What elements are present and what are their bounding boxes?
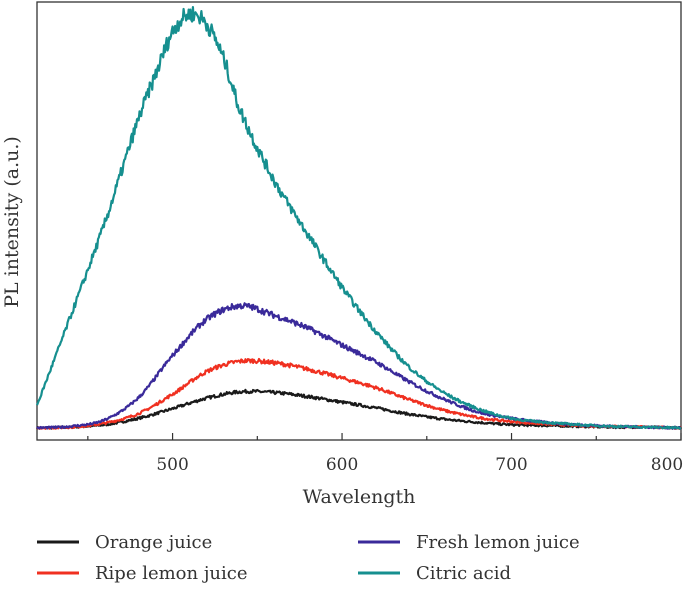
x-tick-label: 800 (651, 455, 683, 475)
legend-label: Citric acid (416, 563, 511, 584)
x-tick-label: 600 (326, 455, 358, 475)
x-axis-label: Wavelength (303, 486, 416, 508)
legend-label: Fresh lemon juice (416, 532, 580, 553)
y-axis-label: PL intensity (a.u.) (1, 136, 23, 308)
series-line-orange-juice (36, 388, 682, 430)
legend-label: Orange juice (95, 532, 212, 553)
series-lines (35, 5, 682, 430)
x-tick-label: 700 (495, 455, 527, 475)
legend: Orange juice Ripe lemon juice Fresh lemon … (37, 532, 580, 584)
series-line-citric-acid (35, 5, 682, 430)
series-line-fresh-lemon-juice (36, 302, 682, 430)
plot-frame (36, 1, 682, 441)
x-ticks: 500 600 700 800 (87, 433, 683, 475)
x-tick-label: 500 (156, 455, 188, 475)
legend-label: Ripe lemon juice (95, 563, 248, 584)
